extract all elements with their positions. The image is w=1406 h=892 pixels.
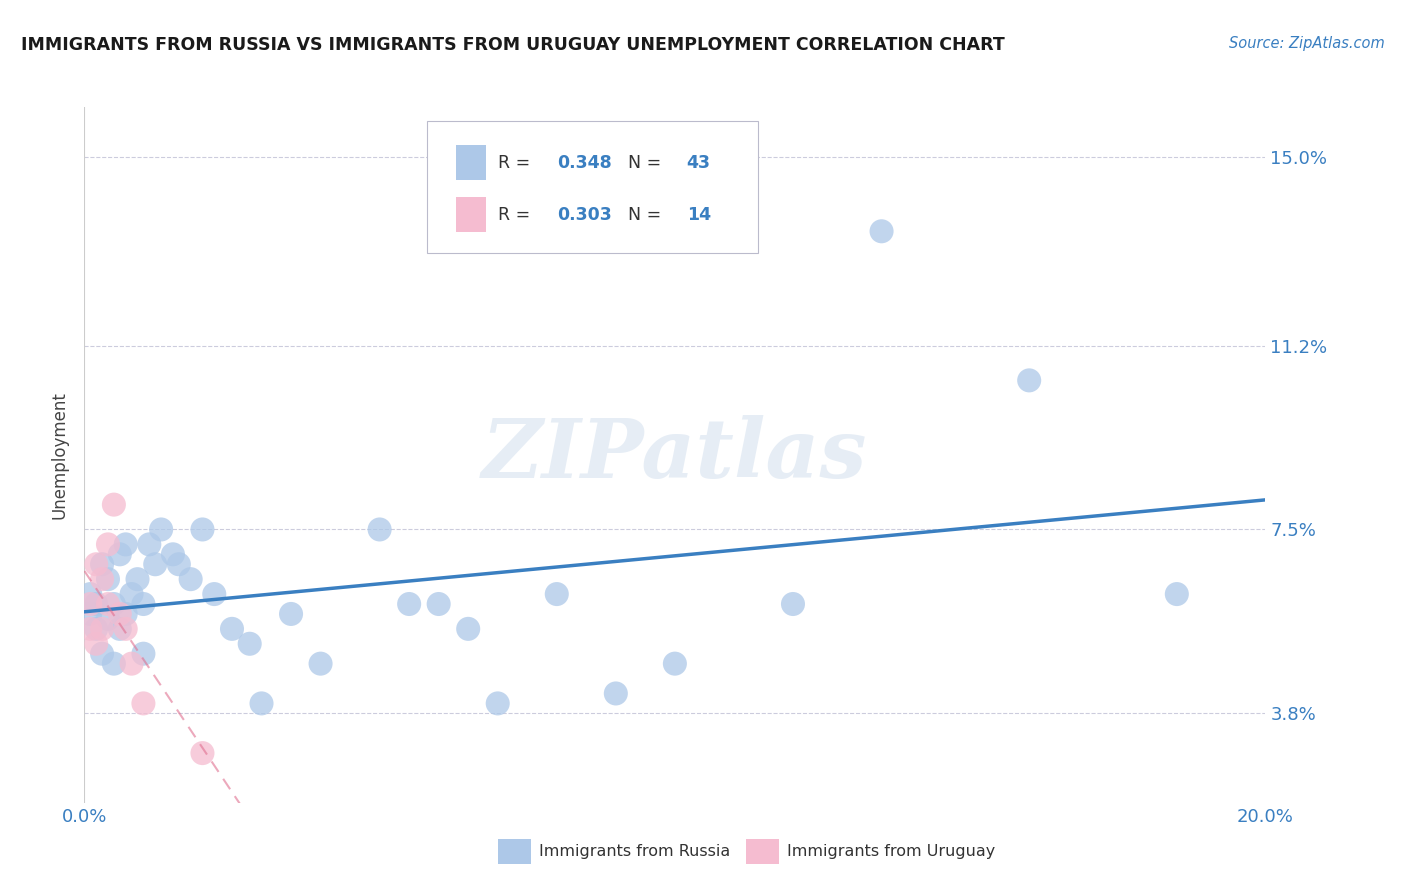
Point: [1166, 587, 1188, 601]
Text: N =: N =: [627, 153, 666, 171]
Point: [97, 572, 120, 586]
Point: [398, 597, 420, 611]
Point: [127, 572, 149, 586]
Point: [180, 572, 202, 586]
Text: ZIPatlas: ZIPatlas: [482, 415, 868, 495]
Text: R =: R =: [498, 153, 536, 171]
Text: 0.348: 0.348: [557, 153, 612, 171]
Text: 0.303: 0.303: [557, 206, 612, 224]
Point: [221, 622, 243, 636]
Point: [162, 547, 184, 561]
Point: [114, 607, 136, 621]
Point: [121, 587, 143, 601]
Point: [202, 587, 225, 601]
Point: [97, 597, 120, 611]
Point: [97, 612, 120, 626]
Point: [84, 622, 107, 636]
FancyBboxPatch shape: [427, 121, 758, 253]
Point: [280, 607, 302, 621]
Point: [103, 498, 125, 512]
Point: [84, 558, 107, 572]
Point: [84, 597, 107, 611]
Point: [167, 558, 190, 572]
Text: N =: N =: [627, 206, 666, 224]
Point: [91, 647, 114, 661]
Point: [664, 657, 686, 671]
Point: [250, 697, 273, 711]
Text: Immigrants from Uruguay: Immigrants from Uruguay: [787, 844, 995, 859]
Text: Source: ZipAtlas.com: Source: ZipAtlas.com: [1229, 36, 1385, 51]
Point: [138, 537, 160, 551]
Point: [97, 537, 120, 551]
Point: [1018, 373, 1040, 387]
Point: [309, 657, 332, 671]
Point: [132, 697, 155, 711]
Text: 43: 43: [686, 153, 710, 171]
Y-axis label: Unemployment: Unemployment: [51, 391, 69, 519]
Point: [605, 686, 627, 700]
Point: [79, 597, 101, 611]
Text: 14: 14: [686, 206, 711, 224]
Point: [457, 622, 479, 636]
Text: IMMIGRANTS FROM RUSSIA VS IMMIGRANTS FROM URUGUAY UNEMPLOYMENT CORRELATION CHART: IMMIGRANTS FROM RUSSIA VS IMMIGRANTS FRO…: [21, 36, 1005, 54]
FancyBboxPatch shape: [457, 197, 486, 232]
Point: [79, 607, 101, 621]
Point: [91, 558, 114, 572]
Point: [870, 224, 893, 238]
Point: [486, 697, 509, 711]
Point: [132, 647, 155, 661]
FancyBboxPatch shape: [457, 145, 486, 180]
Point: [108, 622, 131, 636]
Point: [143, 558, 166, 572]
Point: [150, 523, 173, 537]
Text: R =: R =: [498, 206, 536, 224]
Point: [368, 523, 391, 537]
Point: [108, 547, 131, 561]
Point: [79, 622, 101, 636]
Point: [239, 637, 262, 651]
Point: [114, 622, 136, 636]
Point: [91, 622, 114, 636]
Point: [103, 597, 125, 611]
Point: [782, 597, 804, 611]
Point: [114, 537, 136, 551]
Point: [546, 587, 568, 601]
Point: [84, 637, 107, 651]
FancyBboxPatch shape: [745, 839, 779, 864]
Point: [108, 607, 131, 621]
Text: Immigrants from Russia: Immigrants from Russia: [538, 844, 730, 859]
Point: [191, 523, 214, 537]
Point: [79, 587, 101, 601]
Point: [191, 746, 214, 760]
Point: [132, 597, 155, 611]
Point: [121, 657, 143, 671]
FancyBboxPatch shape: [498, 839, 531, 864]
Point: [91, 572, 114, 586]
Point: [427, 597, 450, 611]
Point: [103, 657, 125, 671]
